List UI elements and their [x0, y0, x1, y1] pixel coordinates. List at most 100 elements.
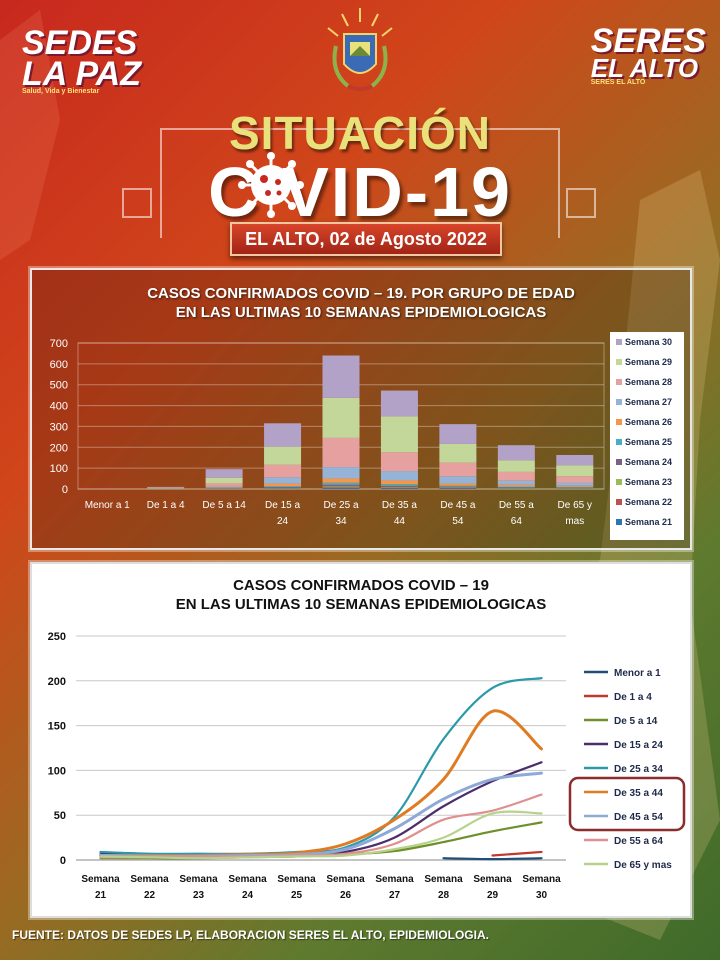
bar-segment	[264, 486, 302, 488]
bar-segment	[497, 484, 535, 487]
bar-segment	[556, 455, 594, 466]
line-x-tick-label: 30	[536, 890, 548, 901]
bar-chart-title-line2: EN LAS ULTIMAS 10 SEMANAS EPIDEMIOLOGICA…	[175, 304, 547, 321]
bar-x-tick-label: De 55 a	[499, 500, 534, 511]
bar-segment	[497, 460, 535, 472]
bar-segment	[439, 486, 477, 488]
bar-segment	[497, 487, 535, 488]
bar-legend-swatch	[616, 479, 622, 485]
logo-right-line1: SERES	[590, 22, 706, 60]
line-series-path	[99, 709, 543, 858]
line-series-path	[442, 857, 543, 861]
bar-x-tick-label: De 1 a 4	[147, 500, 185, 511]
bar-x-tick-label: Menor a 1	[85, 500, 130, 511]
line-y-tick-label: 0	[60, 855, 66, 867]
bar-x-tick-label: De 15 a	[265, 500, 300, 511]
bar-segment	[322, 487, 360, 489]
line-x-tick-label: 28	[438, 890, 450, 901]
line-x-tick-label: Semana	[179, 874, 218, 885]
bar-segment	[556, 486, 594, 488]
line-legend-label: De 65 y mas	[614, 860, 672, 871]
line-chart-panel: CASOS CONFIRMADOS COVID – 19 EN LAS ULTI…	[30, 562, 692, 918]
bar-segment	[497, 480, 535, 485]
line-x-tick-label: 24	[242, 890, 254, 901]
bar-segment	[205, 487, 243, 488]
bar-segment	[380, 484, 418, 486]
line-y-tick-label: 250	[48, 631, 66, 643]
bar-y-tick-label: 600	[50, 359, 68, 371]
bar-segment	[380, 480, 418, 485]
line-x-tick-label: Semana	[81, 874, 120, 885]
line-y-tick-label: 200	[48, 676, 66, 688]
line-x-tick-label: Semana	[473, 874, 512, 885]
bar-segment	[322, 437, 360, 468]
logo-left-line1: SEDES	[22, 24, 138, 62]
bar-legend-swatch	[616, 379, 622, 385]
line-x-tick-label: 21	[95, 890, 107, 901]
bar-segment	[380, 485, 418, 488]
line-legend-label: De 35 a 44	[614, 788, 663, 799]
seres-el-alto-logo: SERES EL ALTO SERES EL ALTO	[580, 13, 706, 97]
bar-x-tick-label: 24	[277, 516, 289, 527]
bar-y-tick-label: 500	[50, 380, 68, 392]
bar-segment	[439, 485, 477, 487]
source-footnote: FUENTE: DATOS DE SEDES LP, ELABORACION S…	[12, 928, 489, 942]
virus-icon	[238, 152, 304, 218]
bar-segment	[380, 488, 418, 489]
bar-segment	[322, 355, 360, 398]
bar-x-tick-label: 44	[394, 516, 406, 527]
bar-chart-panel: CASOS CONFIRMADOS COVID – 19. POR GRUPO …	[30, 268, 692, 550]
line-legend-label: De 45 a 54	[614, 812, 663, 823]
line-legend-label: De 5 a 14	[614, 716, 658, 727]
bar-x-tick-label: 34	[335, 516, 347, 527]
bar-legend-swatch	[616, 339, 622, 345]
bar-segment	[380, 471, 418, 481]
bar-legend-swatch	[616, 439, 622, 445]
bar-x-tick-label: De 5 a 14	[202, 500, 246, 511]
title-frame-left-square	[122, 188, 152, 218]
bar-x-tick-label: De 35 a	[382, 500, 417, 511]
line-y-tick-label: 50	[54, 810, 66, 822]
bar-segment	[380, 390, 418, 417]
bar-legend-swatch	[616, 519, 622, 525]
bar-y-tick-label: 100	[50, 463, 68, 475]
line-y-tick-label: 100	[48, 765, 66, 777]
title-frame	[160, 128, 560, 238]
line-series-path	[99, 677, 543, 855]
bar-legend-label: Semana 26	[625, 417, 672, 427]
bar-segment	[322, 467, 360, 479]
title-covid19: C VID-19	[208, 153, 512, 231]
bar-segment	[556, 476, 594, 483]
line-x-tick-label: Semana	[228, 874, 267, 885]
bar-segment	[322, 478, 360, 483]
bar-segment	[205, 477, 243, 484]
bar-segment	[439, 462, 477, 477]
title-frame-right-square	[566, 188, 596, 218]
bar-segment	[439, 443, 477, 463]
bar-y-tick-label: 400	[50, 401, 68, 413]
bar-y-tick-label: 300	[50, 421, 68, 433]
bar-segment	[205, 485, 243, 488]
bar-segment	[322, 486, 360, 488]
bar-chart-title: CASOS CONFIRMADOS COVID – 19. POR GRUPO …	[32, 284, 690, 322]
bar-segment	[322, 397, 360, 438]
bar-x-tick-label: 64	[511, 516, 523, 527]
bar-legend-swatch	[616, 359, 622, 365]
bar-segment	[439, 483, 477, 486]
stacked-bar-chart: 0 100 200 300 400 500 600 700 Menor a 1 De 1 a 4 D…	[50, 332, 684, 540]
title-situacion: SITUACIÓN	[229, 107, 491, 159]
bar-legend-label: Semana 28	[625, 377, 672, 387]
bar-segment	[556, 465, 594, 477]
line-x-tick-label: Semana	[375, 874, 414, 885]
bar-segment	[205, 469, 243, 478]
bar-legend-swatch	[616, 499, 622, 505]
bar-segment	[322, 482, 360, 485]
logo-left-line2: LA PAZ	[22, 54, 141, 93]
bar-legend-label: Semana 27	[625, 397, 672, 407]
line-chart-title: CASOS CONFIRMADOS COVID – 19 EN LAS ULTI…	[32, 576, 690, 614]
bar-legend-swatch	[616, 459, 622, 465]
line-x-tick-label: Semana	[130, 874, 169, 885]
logo-right-line2: EL ALTO	[590, 52, 699, 83]
bar-x-tick-label: De 65 y	[558, 500, 592, 511]
